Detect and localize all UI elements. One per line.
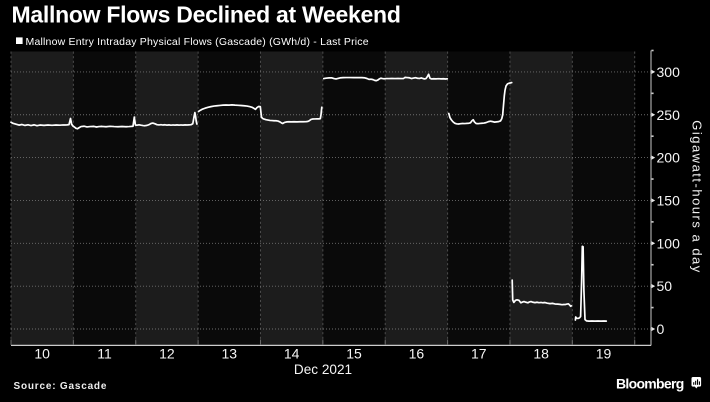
svg-text:Dec 2021: Dec 2021 xyxy=(294,362,352,377)
svg-text:Mallnow Entry Intraday Physica: Mallnow Entry Intraday Physical Flows (G… xyxy=(26,36,369,48)
svg-text:15: 15 xyxy=(346,346,362,362)
svg-text:50: 50 xyxy=(657,278,673,294)
svg-text:19: 19 xyxy=(596,346,612,362)
svg-text:13: 13 xyxy=(222,346,238,362)
svg-text:200: 200 xyxy=(657,150,681,166)
svg-text:0: 0 xyxy=(657,321,665,337)
svg-text:11: 11 xyxy=(97,346,112,362)
svg-text:Mallnow Flows Declined at Week: Mallnow Flows Declined at Weekend xyxy=(12,2,401,28)
svg-text:Source: Gascade: Source: Gascade xyxy=(14,381,108,392)
svg-text:150: 150 xyxy=(657,192,681,208)
svg-text:250: 250 xyxy=(657,107,681,123)
svg-text:Gigawatt-hours a day: Gigawatt-hours a day xyxy=(690,120,705,274)
svg-text:10: 10 xyxy=(34,346,50,362)
svg-text:12: 12 xyxy=(159,346,175,362)
svg-text:18: 18 xyxy=(533,346,549,362)
svg-text:100: 100 xyxy=(657,235,681,251)
svg-text:Bloomberg: Bloomberg xyxy=(616,375,684,391)
svg-text:17: 17 xyxy=(471,346,487,362)
svg-text:14: 14 xyxy=(284,346,300,362)
svg-text:16: 16 xyxy=(409,346,425,362)
svg-text:300: 300 xyxy=(657,64,681,80)
